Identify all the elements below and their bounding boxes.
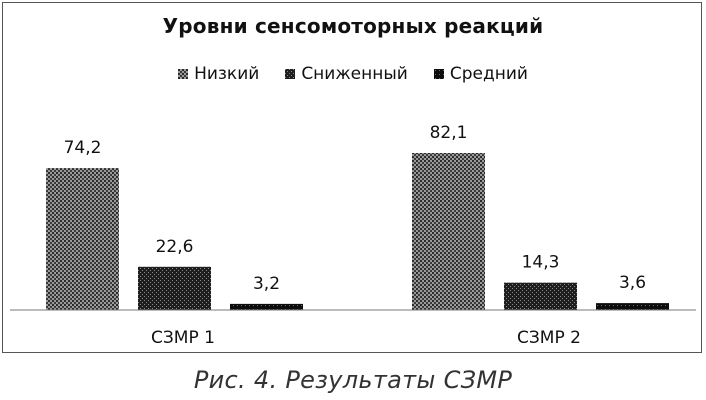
- chart-title: Уровни сенсомоторных реакций: [162, 14, 544, 38]
- data-label-1-cat-2: 82,1: [430, 123, 468, 143]
- legend-swatch-low: [178, 69, 189, 79]
- legend-swatch-reduced: [285, 69, 296, 79]
- bar-3-cat-2: [596, 303, 669, 310]
- legend-label-low: Низкий: [194, 64, 260, 84]
- legend-item-low: Низкий: [178, 64, 259, 84]
- data-label-1-cat-1: 74,2: [64, 138, 102, 158]
- bars-layer: [46, 153, 669, 310]
- data-label-3-cat-2: 3,6: [619, 273, 646, 293]
- labels-layer: 74,2 22,6 3,2 СЗМР 1 82,1 14,3 3,6 СЗМР 2: [64, 123, 646, 348]
- legend-swatch-mid: [433, 69, 444, 79]
- bar-1-cat-2: [412, 153, 485, 310]
- category-label-1: СЗМР 1: [151, 328, 215, 348]
- bar-3-cat-1: [230, 303, 303, 310]
- legend-label-mid: Средний: [449, 64, 528, 84]
- legend-item-mid: Средний: [433, 64, 528, 84]
- data-label-3-cat-1: 3,2: [253, 274, 280, 294]
- bar-1-cat-1: [46, 168, 119, 310]
- legend-label-reduced: Сниженный: [301, 64, 408, 84]
- bar-2-cat-1: [138, 266, 211, 310]
- figure-caption: Рис. 4. Результаты СЗМР: [193, 366, 513, 394]
- data-label-2-cat-1: 22,6: [156, 237, 194, 257]
- data-label-2-cat-2: 14,3: [522, 253, 560, 273]
- chart-legend: Низкий Сниженный Средний: [0, 64, 706, 84]
- category-label-2: СЗМР 2: [517, 328, 581, 348]
- bar-2-cat-2: [504, 282, 577, 310]
- legend-item-reduced: Сниженный: [285, 64, 408, 84]
